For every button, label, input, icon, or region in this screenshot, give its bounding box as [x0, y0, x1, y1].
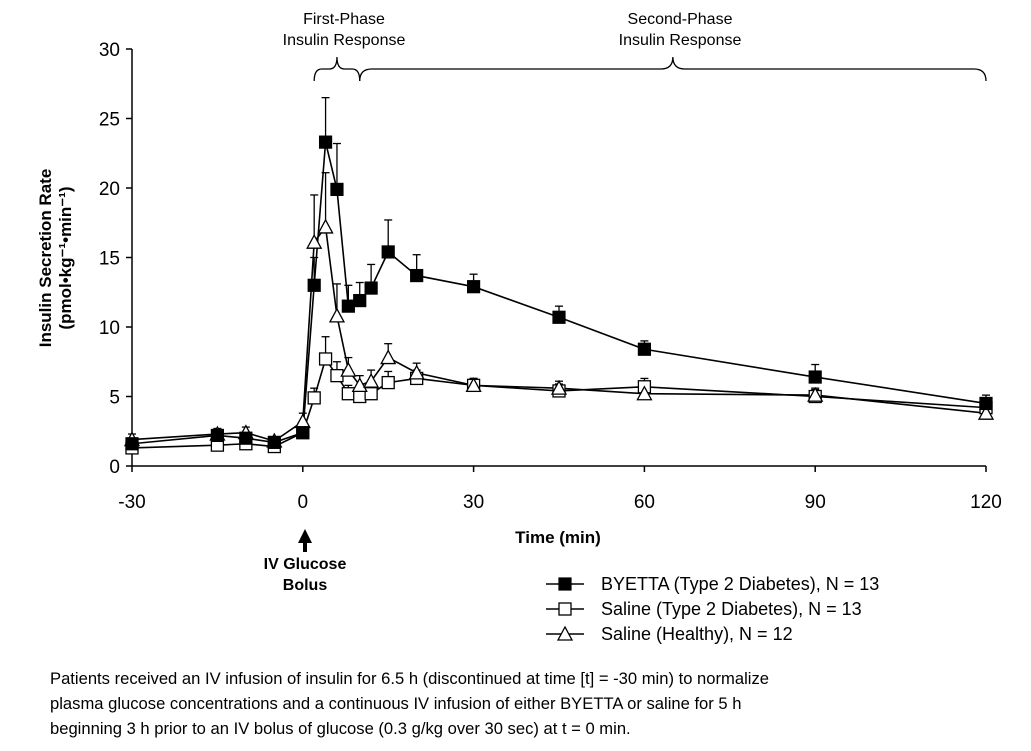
- data-point-series-3: [351, 377, 368, 393]
- phase-label-2-line-2: Insulin Response: [619, 32, 742, 49]
- data-point-series-1: [364, 281, 378, 295]
- y-axis-title-unit: (pmol•kg⁻¹•min⁻¹): [56, 186, 75, 329]
- series-line-2: [131, 357, 987, 449]
- legend-label-1: BYETTA (Type 2 Diabetes), N = 13: [601, 574, 879, 594]
- data-point-series-3: [550, 379, 568, 395]
- data-point-series-1: [552, 310, 566, 324]
- data-point-series-3: [306, 233, 323, 249]
- data-point-series-2: [381, 375, 395, 390]
- y-tick-label: 0: [109, 457, 120, 478]
- data-point-series-1: [296, 426, 310, 440]
- legend: BYETTA (Type 2 Diabetes), N = 13 Saline (…: [546, 574, 879, 644]
- y-tick-label: 20: [99, 179, 120, 200]
- data-point-series-3: [328, 307, 346, 323]
- series-line-3: [131, 224, 987, 442]
- caption-line-1: Patients received an IV infusion of insu…: [50, 669, 769, 688]
- data-point-series-3: [363, 372, 380, 388]
- y-axis-title: Insulin Secretion Rate (pmol•kg⁻¹•min⁻¹): [36, 169, 75, 348]
- x-tick-label: 0: [298, 492, 309, 513]
- phase-bracket-2: [359, 56, 987, 82]
- data-point-series-1: [267, 435, 281, 449]
- data-point-series-2: [353, 389, 367, 404]
- y-tick-label: 5: [109, 388, 120, 409]
- phase-brackets: First-Phase Insulin Response Second-Phase I…: [283, 11, 987, 82]
- series-markers: [123, 135, 995, 455]
- data-point-series-1: [330, 182, 344, 196]
- data-point-series-1: [637, 342, 652, 356]
- data-point-series-3: [408, 364, 425, 380]
- data-point-series-1: [307, 278, 321, 292]
- data-point-series-1: [210, 428, 224, 443]
- caption-line-2: plasma glucose concentrations and a cont…: [50, 694, 742, 713]
- phase-bracket-1: [313, 56, 361, 82]
- data-point-series-1: [318, 135, 333, 149]
- data-point-series-1: [239, 431, 253, 445]
- data-point-series-3: [380, 349, 397, 365]
- data-point-series-1: [979, 396, 993, 411]
- data-point-series-3: [340, 361, 357, 377]
- data-point-series-1: [808, 370, 822, 384]
- y-tick-label: 15: [99, 249, 120, 270]
- y-axis-title-main: Insulin Secretion Rate: [36, 169, 55, 348]
- phase-label-1-line-1: First-Phase: [303, 11, 385, 28]
- data-point-series-3: [807, 386, 824, 402]
- legend-marker-1: [558, 577, 572, 591]
- figure-caption: Patients received an IV infusion of insu…: [50, 666, 990, 741]
- data-point-series-2: [318, 352, 333, 366]
- bolus-arrow-icon: [298, 529, 312, 552]
- phase-label-2-line-1: Second-Phase: [628, 11, 733, 28]
- legend-label-3: Saline (Healthy), N = 12: [601, 624, 793, 644]
- x-tick-label: -30: [118, 492, 145, 513]
- y-tick-label: 30: [99, 40, 120, 61]
- data-point-series-1: [125, 437, 139, 451]
- data-point-series-1: [353, 293, 367, 308]
- y-tick-label: 10: [99, 318, 120, 339]
- data-point-series-2: [307, 391, 321, 405]
- data-point-series-3: [636, 385, 653, 401]
- phase-label-1-line-2: Insulin Response: [283, 32, 406, 49]
- data-point-series-2: [341, 387, 355, 401]
- data-point-series-1: [341, 299, 355, 313]
- axis-ticks: 0 5 10 15 20 25 30 -30 0 30 60 90 120: [99, 40, 1002, 513]
- data-point-series-3: [465, 377, 482, 393]
- y-tick-label: 25: [99, 110, 120, 131]
- data-point-series-1: [467, 280, 481, 294]
- data-point-series-3: [977, 404, 995, 420]
- data-point-series-1: [410, 268, 424, 283]
- x-tick-label: 60: [634, 492, 655, 513]
- x-tick-label: 90: [805, 492, 826, 513]
- axes: [131, 49, 986, 467]
- series-lines: [131, 141, 987, 449]
- data-point-series-3: [317, 218, 334, 234]
- x-tick-label: 30: [463, 492, 484, 513]
- legend-marker-2: [558, 602, 572, 616]
- caption-line-3: beginning 3 h prior to an IV bolus of gl…: [50, 719, 631, 738]
- bolus-label-line-1: IV Glucose: [264, 556, 347, 573]
- data-point-series-1: [381, 245, 395, 259]
- x-tick-label: 120: [970, 492, 1002, 513]
- legend-label-2: Saline (Type 2 Diabetes), N = 13: [601, 599, 862, 619]
- bolus-label-line-2: Bolus: [283, 577, 328, 594]
- legend-marker-3: [556, 625, 574, 641]
- bolus-annotation: IV Glucose Bolus: [264, 529, 347, 594]
- x-axis-title: Time (min): [515, 528, 601, 547]
- data-point-series-2: [364, 387, 378, 401]
